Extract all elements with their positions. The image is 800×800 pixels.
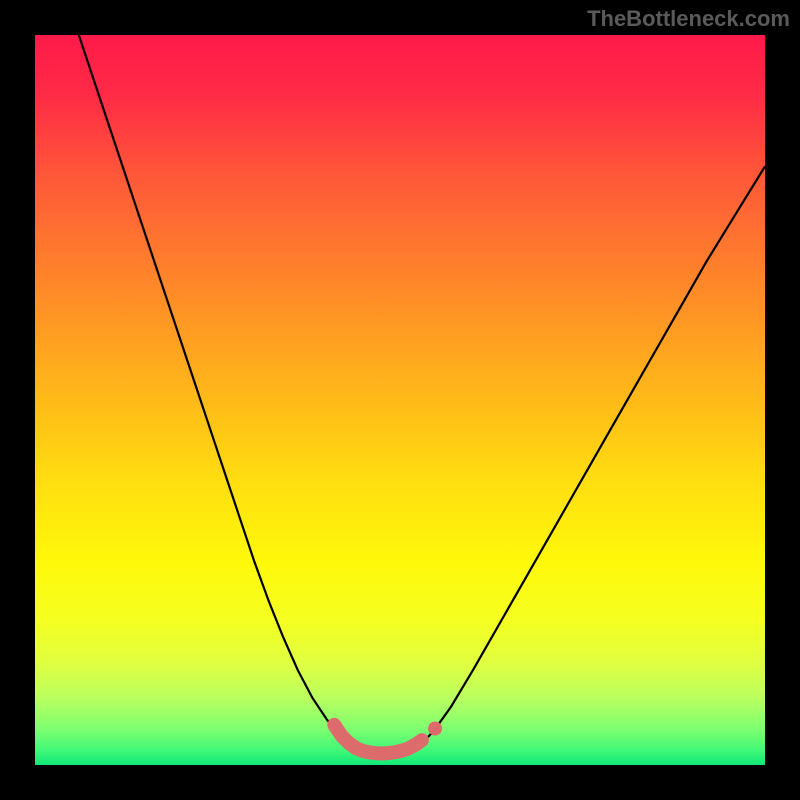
plot-area — [35, 35, 765, 765]
watermark-text: TheBottleneck.com — [587, 6, 790, 32]
chart-container: TheBottleneck.com — [0, 0, 800, 800]
plot-svg — [35, 35, 765, 765]
gradient-background — [35, 35, 765, 765]
valley-extra-dot — [428, 722, 442, 736]
